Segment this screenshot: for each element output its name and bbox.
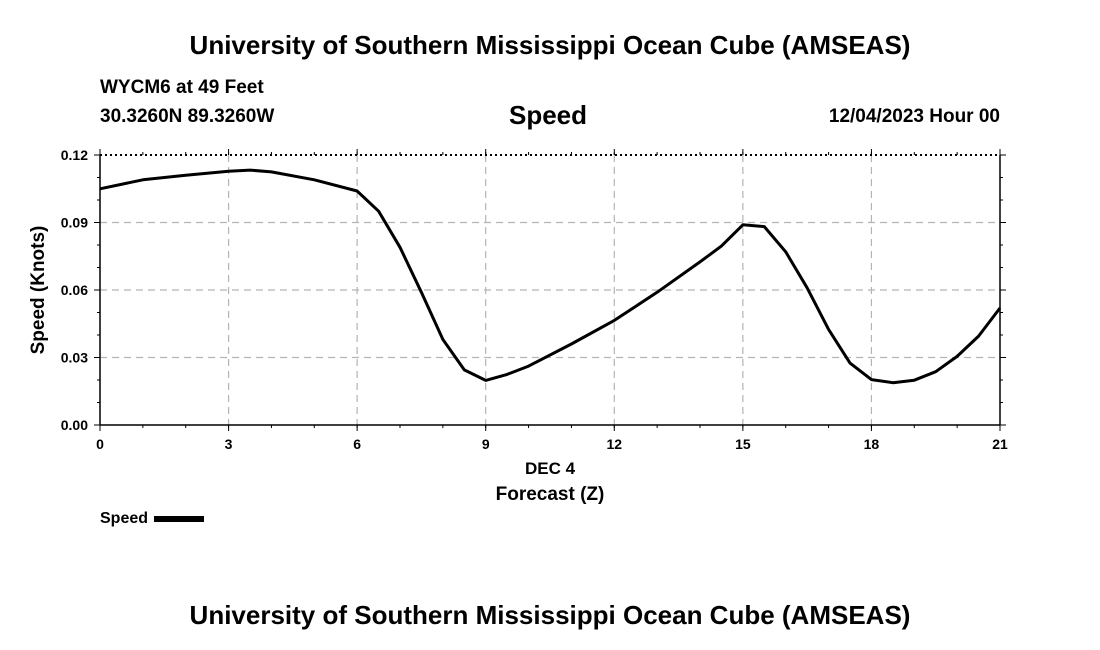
y-tick-label: 0.12 bbox=[61, 147, 88, 163]
coordinates-label: 30.3260N 89.3260W bbox=[100, 106, 275, 127]
x-axis-date: DEC 4 bbox=[525, 459, 576, 478]
datetime-label: 12/04/2023 Hour 00 bbox=[828, 106, 1000, 127]
series-line-speed bbox=[99, 168, 1002, 385]
series-layer bbox=[99, 168, 1002, 385]
top-title: University of Southern Mississippi Ocean… bbox=[189, 30, 911, 60]
legend-swatch bbox=[154, 515, 205, 522]
x-tick-label: 0 bbox=[96, 436, 104, 452]
grid-lines bbox=[100, 155, 1000, 425]
bottom-title: University of Southern Mississippi Ocean… bbox=[189, 600, 911, 630]
x-tick-label: 15 bbox=[735, 436, 751, 452]
x-tick-label: 3 bbox=[225, 436, 233, 452]
y-tick-label: 0.06 bbox=[61, 282, 88, 298]
x-axis-title: Forecast (Z) bbox=[496, 484, 605, 505]
x-tick-label: 18 bbox=[864, 436, 880, 452]
x-tick-label: 12 bbox=[606, 436, 622, 452]
legend: Speed bbox=[100, 510, 205, 528]
y-tick-label: 0.09 bbox=[61, 215, 88, 231]
y-axis-title: Speed (Knots) bbox=[28, 226, 49, 355]
legend-label: Speed bbox=[100, 510, 149, 527]
axis-ticks bbox=[94, 149, 1006, 431]
x-tick-label: 9 bbox=[482, 436, 490, 452]
x-tick-label: 21 bbox=[992, 436, 1008, 452]
x-tick-label: 6 bbox=[353, 436, 361, 452]
y-tick-label: 0.03 bbox=[61, 350, 88, 366]
station-label: WYCM6 at 49 Feet bbox=[100, 77, 264, 98]
y-tick-label: 0.00 bbox=[61, 417, 88, 433]
chart-title: Speed bbox=[509, 100, 588, 130]
tick-labels: 0 3 6 9 12 15 18 21 0.00 0.03 0.06 0.09 0.12 bbox=[61, 147, 1008, 452]
